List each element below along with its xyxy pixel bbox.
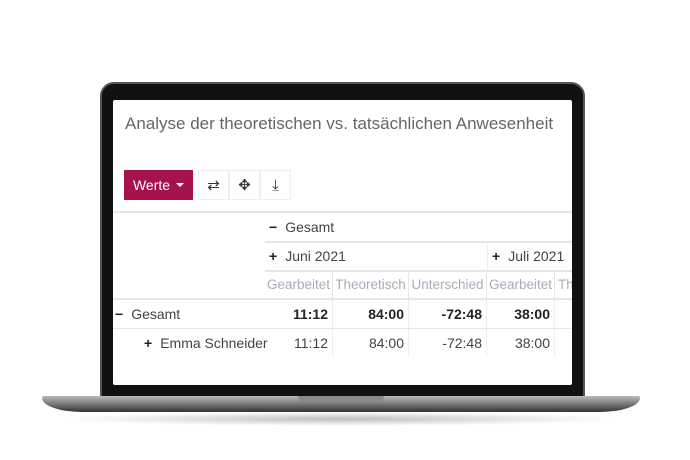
expand-all-button[interactable]: ✥: [229, 170, 260, 200]
flip-axis-button[interactable]: ⇄: [198, 170, 229, 200]
measure-header[interactable]: Unterschied: [409, 271, 487, 298]
laptop-shadow: [60, 412, 620, 426]
minus-icon: −: [115, 306, 124, 322]
laptop-notch: [298, 396, 384, 402]
cell-value: -72:48: [409, 329, 487, 357]
cell-value: 11:12: [265, 329, 333, 357]
row-label: Emma Schneider: [160, 335, 268, 351]
laptop-screen: Analyse der theoretischen vs. tatsächlic…: [113, 100, 572, 385]
measure-header[interactable]: Gearbeitet: [265, 271, 333, 298]
measure-header[interactable]: Theoretisch: [333, 271, 409, 298]
plus-icon: +: [492, 248, 501, 264]
cell-value: 11:12: [265, 300, 333, 328]
cell-value: 38:00: [487, 329, 555, 357]
header-total-label: Gesamt: [285, 218, 335, 235]
laptop-base: [42, 396, 640, 412]
header-total[interactable]: − Gesamt: [265, 212, 334, 241]
download-icon: ⤓: [272, 176, 279, 194]
cell-value: -72:48: [409, 300, 487, 328]
month-label: Juli 2021: [508, 248, 565, 264]
caret-down-icon: [176, 183, 185, 187]
werte-label: Werte: [132, 177, 171, 193]
plus-icon: +: [269, 248, 278, 264]
swap-arrows-icon: ⇄: [207, 177, 220, 194]
move-arrows-icon: ✥: [238, 177, 251, 194]
measure-header[interactable]: Gearbeitet: [487, 271, 555, 298]
header-month-juli[interactable]: + Juli 2021: [487, 242, 564, 270]
row-label: Gesamt: [131, 306, 181, 322]
page-title: Analyse der theoretischen vs. tatsächlic…: [125, 114, 554, 133]
minus-icon: −: [269, 218, 278, 235]
plus-icon: +: [144, 335, 153, 351]
row-header-total[interactable]: − Gesamt: [115, 300, 180, 328]
cell-value: 84:00: [333, 300, 409, 328]
header-month-juni[interactable]: + Juni 2021: [265, 242, 346, 270]
cell-value: 38:00: [487, 300, 555, 328]
row-header-employee[interactable]: + Emma Schneider: [144, 329, 268, 357]
werte-dropdown-button[interactable]: Werte: [124, 170, 193, 200]
download-button[interactable]: ⤓: [260, 170, 291, 200]
cell-value: 84:00: [333, 329, 409, 357]
month-label: Juni 2021: [285, 248, 346, 264]
measure-header[interactable]: Th: [555, 271, 572, 298]
